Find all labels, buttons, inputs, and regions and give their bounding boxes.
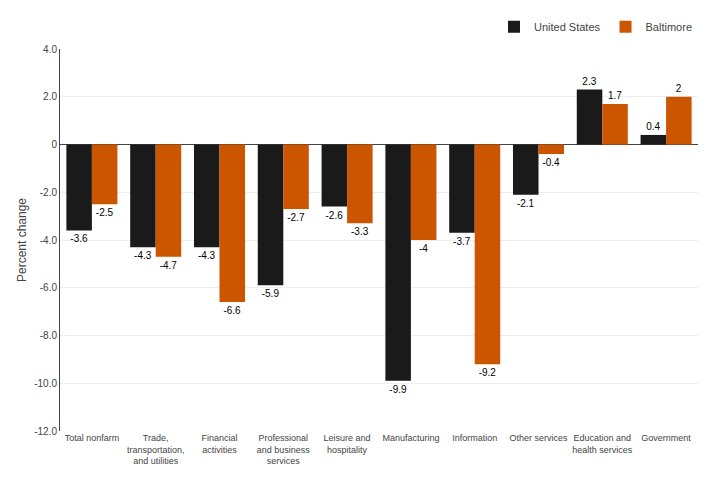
svg-text:-2.0: -2.0: [40, 187, 58, 198]
svg-text:0.4: 0.4: [646, 121, 660, 132]
svg-text:-4: -4: [419, 243, 428, 254]
svg-text:-6.6: -6.6: [223, 305, 241, 316]
svg-text:-2.7: -2.7: [287, 212, 305, 223]
svg-text:Other services: Other services: [509, 433, 568, 443]
svg-text:-5.9: -5.9: [262, 288, 280, 299]
svg-text:-4.0: -4.0: [40, 235, 58, 246]
svg-text:Trade,transportation,and utili: Trade,transportation,and utilities: [127, 433, 185, 466]
svg-text:-2.5: -2.5: [96, 207, 114, 218]
svg-text:-10.0: -10.0: [34, 378, 57, 389]
svg-text:2: 2: [676, 83, 682, 94]
svg-text:-4.3: -4.3: [198, 250, 216, 261]
svg-text:-4.3: -4.3: [134, 250, 152, 261]
svg-text:Manufacturing: Manufacturing: [382, 433, 439, 443]
svg-text:-2.6: -2.6: [326, 210, 344, 221]
svg-text:-8.0: -8.0: [40, 330, 58, 341]
svg-text:-3.7: -3.7: [453, 236, 471, 247]
svg-text:-2.1: -2.1: [517, 198, 535, 209]
svg-text:-12.0: -12.0: [34, 426, 57, 437]
svg-text:-0.4: -0.4: [542, 157, 560, 168]
svg-text:Professionaland businessservic: Professionaland businessservices: [257, 433, 311, 466]
svg-text:Total nonfarm: Total nonfarm: [65, 433, 120, 443]
svg-text:4.0: 4.0: [43, 44, 57, 55]
svg-text:0: 0: [51, 139, 57, 150]
svg-text:Financialactivities: Financialactivities: [201, 433, 237, 455]
svg-text:-9.2: -9.2: [479, 367, 497, 378]
svg-text:Percent change: Percent change: [15, 198, 29, 282]
svg-text:Baltimore: Baltimore: [646, 21, 692, 33]
svg-text:-3.3: -3.3: [351, 226, 369, 237]
svg-text:Leisure andhospitality: Leisure andhospitality: [324, 433, 371, 455]
svg-text:1.7: 1.7: [608, 90, 622, 101]
svg-text:-4.7: -4.7: [160, 260, 178, 271]
svg-text:-9.9: -9.9: [389, 384, 407, 395]
svg-text:-6.0: -6.0: [40, 282, 58, 293]
svg-text:Government: Government: [641, 433, 691, 443]
svg-text:Information: Information: [452, 433, 497, 443]
svg-text:2.0: 2.0: [43, 91, 57, 102]
svg-text:-3.6: -3.6: [70, 233, 88, 244]
svg-text:United States: United States: [534, 21, 601, 33]
svg-text:Education andhealth services: Education andhealth services: [572, 433, 633, 455]
svg-text:2.3: 2.3: [582, 76, 596, 87]
